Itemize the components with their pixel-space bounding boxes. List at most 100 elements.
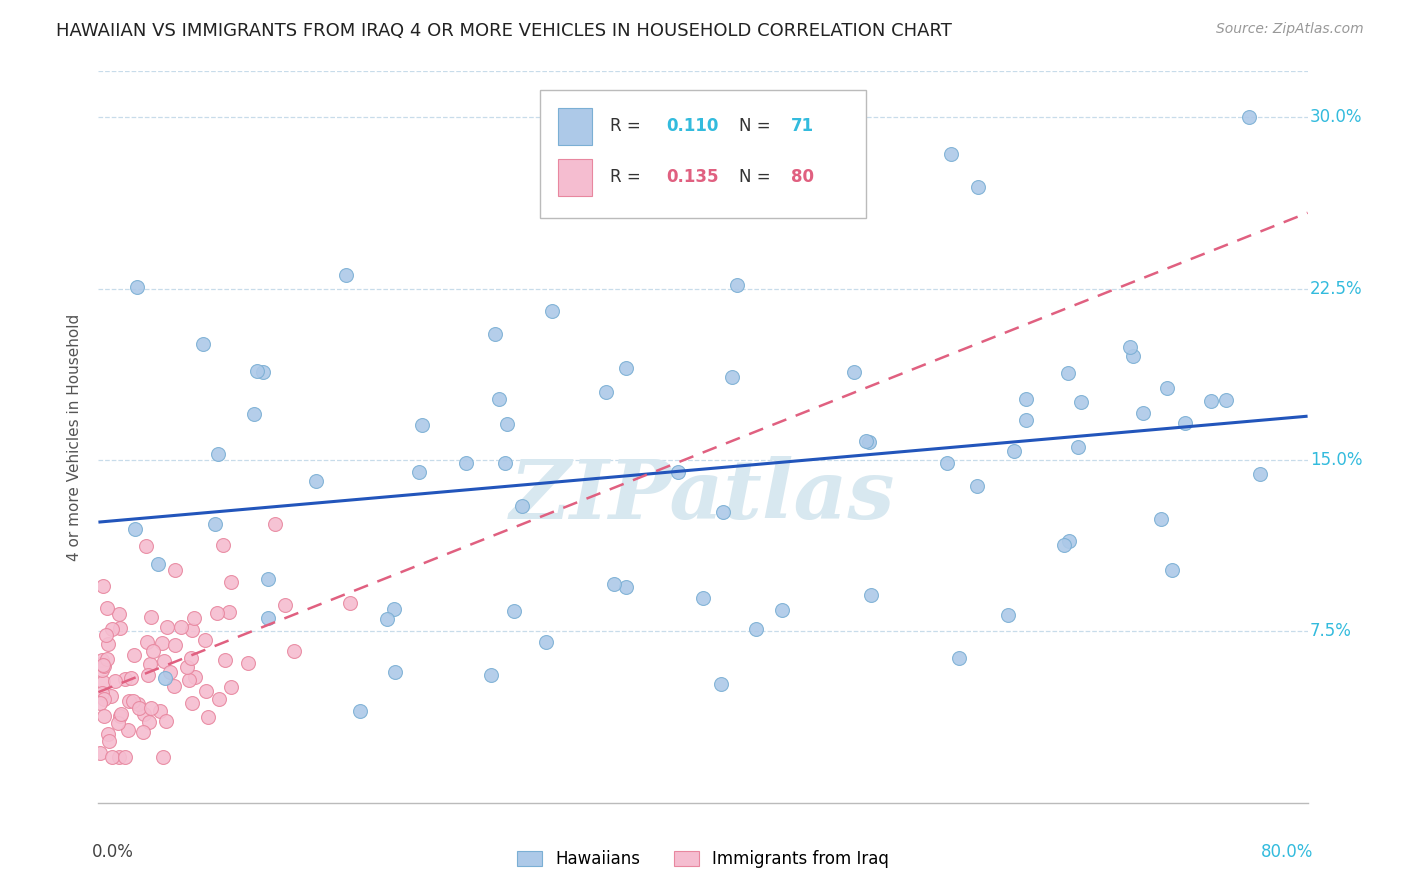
Point bbox=[411, 418, 433, 433]
Point bbox=[180, 697, 202, 711]
Point bbox=[139, 657, 162, 671]
Point bbox=[97, 727, 120, 741]
Point bbox=[90, 657, 112, 671]
Text: HAWAIIAN VS IMMIGRANTS FROM IRAQ 4 OR MORE VEHICLES IN HOUSEHOLD CORRELATION CHA: HAWAIIAN VS IMMIGRANTS FROM IRAQ 4 OR MO… bbox=[56, 22, 952, 40]
Point bbox=[256, 572, 278, 586]
Point bbox=[1150, 512, 1173, 526]
Point bbox=[349, 705, 371, 719]
Point bbox=[1053, 538, 1076, 552]
Point bbox=[966, 479, 988, 493]
Point bbox=[725, 278, 748, 293]
FancyBboxPatch shape bbox=[540, 89, 866, 218]
Point bbox=[125, 280, 148, 294]
Point bbox=[603, 577, 626, 591]
Point bbox=[484, 327, 506, 342]
Point bbox=[124, 522, 146, 536]
Point bbox=[194, 632, 217, 647]
Point bbox=[855, 434, 877, 449]
Point bbox=[148, 558, 170, 572]
Point bbox=[711, 505, 734, 519]
Point bbox=[176, 660, 198, 674]
Point bbox=[305, 474, 328, 488]
Point bbox=[214, 653, 236, 667]
Bar bbox=[558, 108, 592, 145]
Point bbox=[263, 517, 285, 532]
Text: R =: R = bbox=[610, 117, 645, 136]
Point bbox=[692, 591, 714, 606]
Point bbox=[96, 601, 118, 615]
Point bbox=[127, 697, 149, 711]
Point bbox=[540, 304, 562, 318]
Text: 30.0%: 30.0% bbox=[1310, 108, 1362, 126]
Point bbox=[114, 672, 136, 686]
Point bbox=[152, 750, 174, 764]
Point bbox=[101, 622, 124, 636]
Point bbox=[1119, 340, 1142, 354]
Text: Source: ZipAtlas.com: Source: ZipAtlas.com bbox=[1216, 22, 1364, 37]
Bar bbox=[558, 159, 592, 195]
Point bbox=[118, 694, 141, 708]
Point bbox=[1249, 467, 1271, 481]
Point bbox=[180, 650, 202, 665]
Point bbox=[132, 724, 155, 739]
Point bbox=[122, 648, 145, 662]
Point bbox=[339, 596, 361, 610]
Point bbox=[375, 611, 398, 625]
Point bbox=[494, 456, 516, 470]
Point bbox=[152, 654, 174, 668]
Point bbox=[91, 657, 114, 672]
Point bbox=[274, 598, 297, 612]
Legend: Hawaiians, Immigrants from Iraq: Hawaiians, Immigrants from Iraq bbox=[510, 844, 896, 875]
Text: 7.5%: 7.5% bbox=[1310, 623, 1353, 640]
Text: R =: R = bbox=[610, 169, 645, 186]
Point bbox=[97, 734, 120, 748]
Point bbox=[858, 434, 880, 449]
Point bbox=[208, 692, 231, 706]
Point bbox=[136, 668, 159, 682]
Point bbox=[384, 665, 406, 679]
Point bbox=[184, 670, 207, 684]
Text: 0.0%: 0.0% bbox=[93, 843, 134, 861]
Point bbox=[108, 750, 131, 764]
Text: N =: N = bbox=[740, 169, 776, 186]
Point bbox=[1057, 533, 1080, 548]
Point bbox=[997, 608, 1019, 623]
Point bbox=[114, 750, 136, 764]
Text: 71: 71 bbox=[792, 117, 814, 136]
Point bbox=[97, 636, 120, 650]
Point bbox=[110, 707, 132, 722]
Point bbox=[1132, 406, 1154, 420]
Point bbox=[335, 268, 357, 283]
Point bbox=[107, 607, 129, 622]
Point bbox=[134, 706, 156, 721]
Point bbox=[179, 673, 201, 687]
Point bbox=[1057, 366, 1080, 380]
Point bbox=[150, 636, 173, 650]
Point bbox=[93, 692, 115, 706]
Point bbox=[666, 465, 689, 479]
Point bbox=[454, 456, 477, 470]
Point bbox=[218, 605, 240, 619]
Point bbox=[149, 704, 172, 718]
Point bbox=[108, 622, 131, 636]
Text: 15.0%: 15.0% bbox=[1310, 451, 1362, 469]
Point bbox=[246, 364, 269, 378]
Point bbox=[219, 680, 242, 694]
Point bbox=[159, 665, 181, 679]
Point bbox=[935, 456, 957, 470]
Point bbox=[136, 635, 159, 649]
Point bbox=[1174, 416, 1197, 430]
Point bbox=[138, 714, 160, 729]
Point bbox=[89, 746, 111, 760]
Point bbox=[1160, 563, 1182, 577]
Point bbox=[117, 723, 139, 738]
Point bbox=[842, 365, 865, 379]
Point bbox=[120, 672, 142, 686]
Point bbox=[183, 610, 205, 624]
Point bbox=[1237, 110, 1260, 124]
Point bbox=[408, 465, 430, 479]
Text: 80: 80 bbox=[792, 169, 814, 186]
Point bbox=[181, 624, 204, 638]
Point bbox=[191, 337, 214, 351]
Point bbox=[859, 588, 882, 602]
